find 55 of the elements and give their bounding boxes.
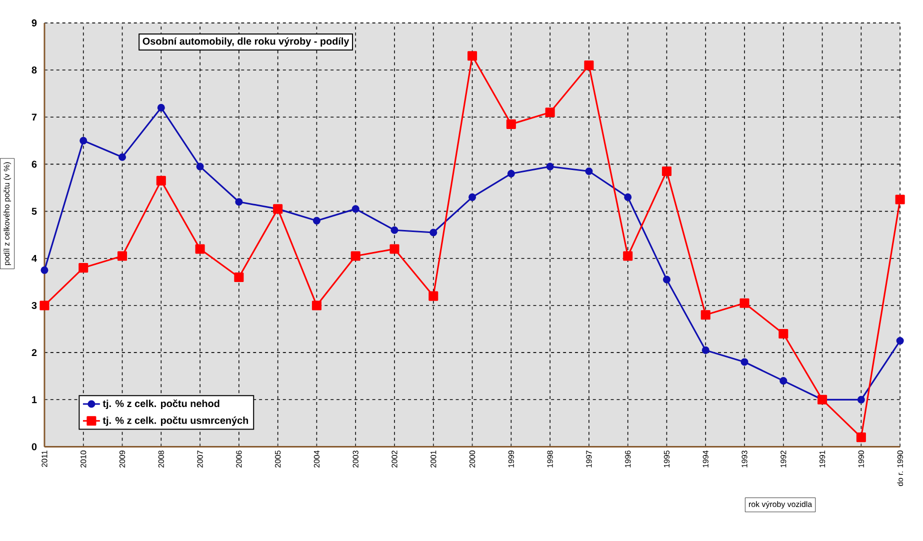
y-tick-label: 0 bbox=[32, 442, 37, 450]
point bbox=[662, 276, 670, 284]
point bbox=[390, 226, 398, 234]
y-tick-label: 6 bbox=[32, 160, 37, 168]
point bbox=[740, 358, 748, 366]
point bbox=[506, 119, 516, 129]
y-tick-label: 7 bbox=[32, 113, 37, 120]
point bbox=[468, 193, 476, 201]
y-tick-label: 3 bbox=[32, 302, 37, 309]
y-tick-label: 1 bbox=[32, 396, 37, 403]
point bbox=[702, 346, 710, 354]
legend-label: tj. % z celk. počtu nehod bbox=[102, 399, 220, 409]
point bbox=[507, 170, 515, 178]
point bbox=[156, 176, 166, 186]
point bbox=[700, 310, 710, 320]
y-tick-label: 4 bbox=[32, 254, 37, 262]
point bbox=[584, 60, 594, 70]
point bbox=[546, 162, 554, 170]
text: Osobní automobily, dle roku výroby - podíly bbox=[142, 37, 350, 46]
point bbox=[740, 298, 750, 308]
point bbox=[196, 162, 204, 170]
point bbox=[350, 251, 360, 261]
point bbox=[118, 153, 126, 161]
point bbox=[430, 228, 438, 236]
point bbox=[390, 244, 400, 254]
point bbox=[857, 396, 865, 404]
y-tick-label: 8 bbox=[32, 66, 37, 74]
point bbox=[856, 432, 866, 442]
point bbox=[312, 300, 322, 310]
point bbox=[623, 251, 633, 261]
point bbox=[778, 328, 788, 338]
point bbox=[40, 300, 50, 310]
y-tick-label: 5 bbox=[32, 208, 37, 215]
point bbox=[585, 167, 593, 175]
point bbox=[895, 194, 905, 204]
point bbox=[312, 216, 320, 224]
point bbox=[662, 166, 672, 176]
point bbox=[40, 266, 48, 274]
point bbox=[428, 291, 438, 301]
point bbox=[780, 376, 788, 384]
point bbox=[624, 193, 632, 201]
legend-label: tj. % z celk. počtu usmrcených bbox=[102, 416, 248, 426]
point bbox=[234, 272, 244, 282]
point bbox=[352, 204, 360, 212]
point bbox=[157, 104, 165, 112]
point bbox=[235, 198, 243, 206]
point bbox=[896, 336, 904, 344]
point bbox=[195, 244, 205, 254]
point bbox=[117, 251, 128, 261]
y-tick-label: 2 bbox=[32, 348, 37, 356]
point bbox=[468, 50, 478, 60]
y-tick-label: 9 bbox=[32, 19, 37, 26]
point bbox=[80, 136, 88, 144]
point bbox=[545, 107, 555, 117]
point bbox=[78, 262, 88, 272]
